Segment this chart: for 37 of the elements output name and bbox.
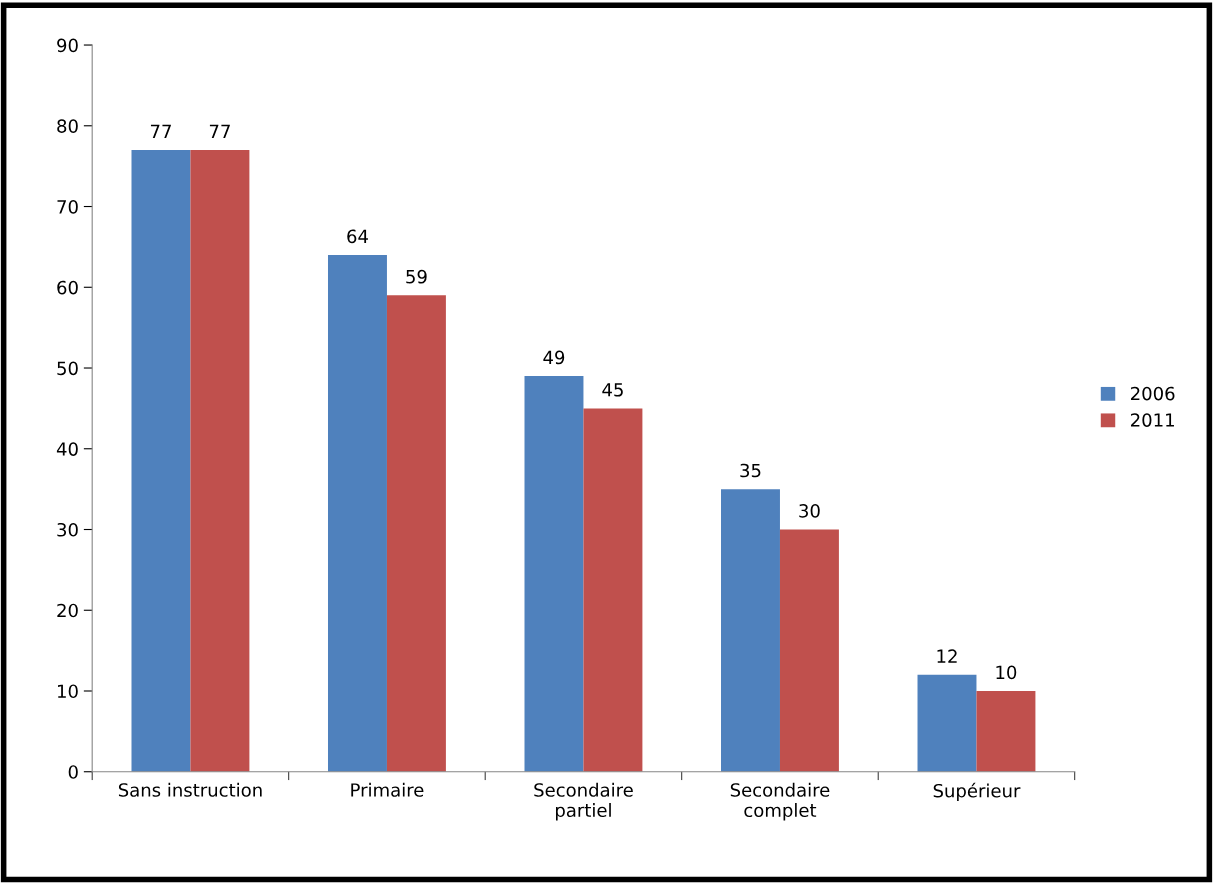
y-tick-label: 0	[68, 765, 78, 779]
legend-label: 2011	[1131, 413, 1174, 427]
data-label: 10	[996, 665, 1017, 680]
data-label: 30	[799, 504, 820, 518]
bar	[524, 376, 584, 772]
data-label: 35	[740, 463, 761, 478]
data-label: 64	[347, 229, 368, 244]
bar	[328, 254, 387, 772]
bar	[386, 295, 446, 772]
bar	[721, 489, 780, 772]
x-tick-label: Primaire	[351, 782, 424, 797]
y-tick-label: 40	[56, 442, 78, 456]
y-tick-label: 20	[57, 603, 78, 618]
bar	[917, 674, 977, 772]
x-tick-label: Sans instruction	[118, 782, 262, 797]
bar	[976, 691, 1036, 772]
x-tick-label: Secondaire partiel	[534, 782, 633, 821]
x-tick-label: Secondaire complet	[730, 782, 830, 821]
y-tick-label: 60	[57, 280, 78, 295]
y-tick-label: 50	[57, 361, 78, 376]
y-tick-label: 30	[57, 522, 78, 537]
data-label: 77	[150, 124, 171, 138]
data-label: 59	[406, 269, 427, 284]
bar	[779, 529, 839, 772]
data-label: 45	[602, 383, 623, 397]
data-label: 77	[209, 124, 230, 138]
data-label: 49	[543, 350, 565, 365]
y-tick-label: 90	[57, 38, 78, 53]
x-tick-label: Supérieur	[933, 782, 1021, 802]
y-tick-label: 70	[57, 199, 78, 214]
data-label: 12	[937, 649, 957, 663]
y-tick-label: 80	[57, 119, 78, 133]
bar	[190, 150, 250, 772]
bar	[131, 150, 191, 772]
legend-label: 2006	[1131, 386, 1175, 401]
y-tick-label: 10	[58, 684, 78, 699]
bar	[583, 408, 643, 772]
